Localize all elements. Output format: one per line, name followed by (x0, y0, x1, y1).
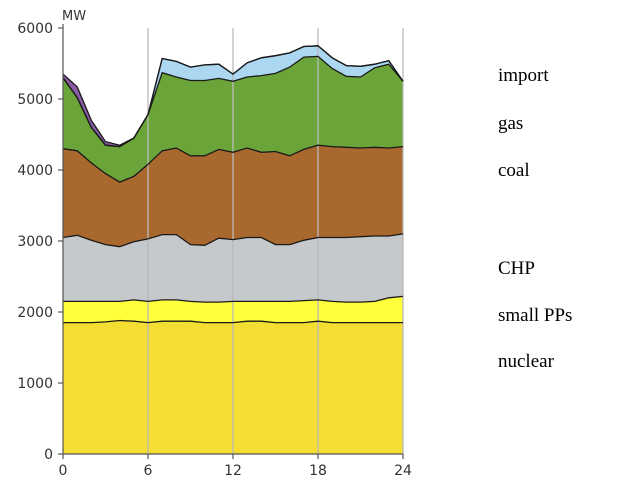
y-tick-label: 0 (44, 447, 53, 463)
legend-label-nuclear: nuclear (498, 351, 555, 372)
legend-label-coal: coal (498, 160, 530, 181)
y-tick-label: 1000 (17, 376, 53, 392)
outline-series-7 (62, 45, 404, 146)
x-tick-label: 18 (309, 463, 327, 479)
legend-label-chp: CHP (498, 258, 535, 279)
tick-label-group: 0 1000 2000 3000 4000 5000 6000 0 6 12 18 24 (17, 21, 412, 479)
y-tick-label: 4000 (17, 163, 53, 179)
area-outline-group (62, 45, 404, 324)
legend-label-import: import (498, 65, 549, 86)
y-tick-label: 6000 (17, 21, 53, 37)
outline-chp (62, 233, 404, 248)
axes-group (58, 24, 404, 459)
outline-coal (62, 144, 404, 183)
y-tick-label: 5000 (17, 92, 53, 108)
x-tick-label: 6 (144, 463, 153, 479)
legend: import gas coal CHP small PPs nuclear (498, 65, 572, 372)
x-tick-label: 24 (394, 463, 412, 479)
outline-nuclear (63, 319, 403, 324)
outline-small-pps (63, 295, 404, 303)
y-unit-label: MW (62, 9, 86, 24)
x-tick-label: 12 (224, 463, 242, 479)
y-tick-label: 3000 (17, 234, 53, 250)
grid-group (147, 28, 404, 454)
x-tick-label: 0 (59, 463, 68, 479)
legend-label-small-pps: small PPs (498, 305, 572, 326)
legend-label-gas: gas (498, 113, 523, 134)
y-tick-label: 2000 (17, 305, 53, 321)
